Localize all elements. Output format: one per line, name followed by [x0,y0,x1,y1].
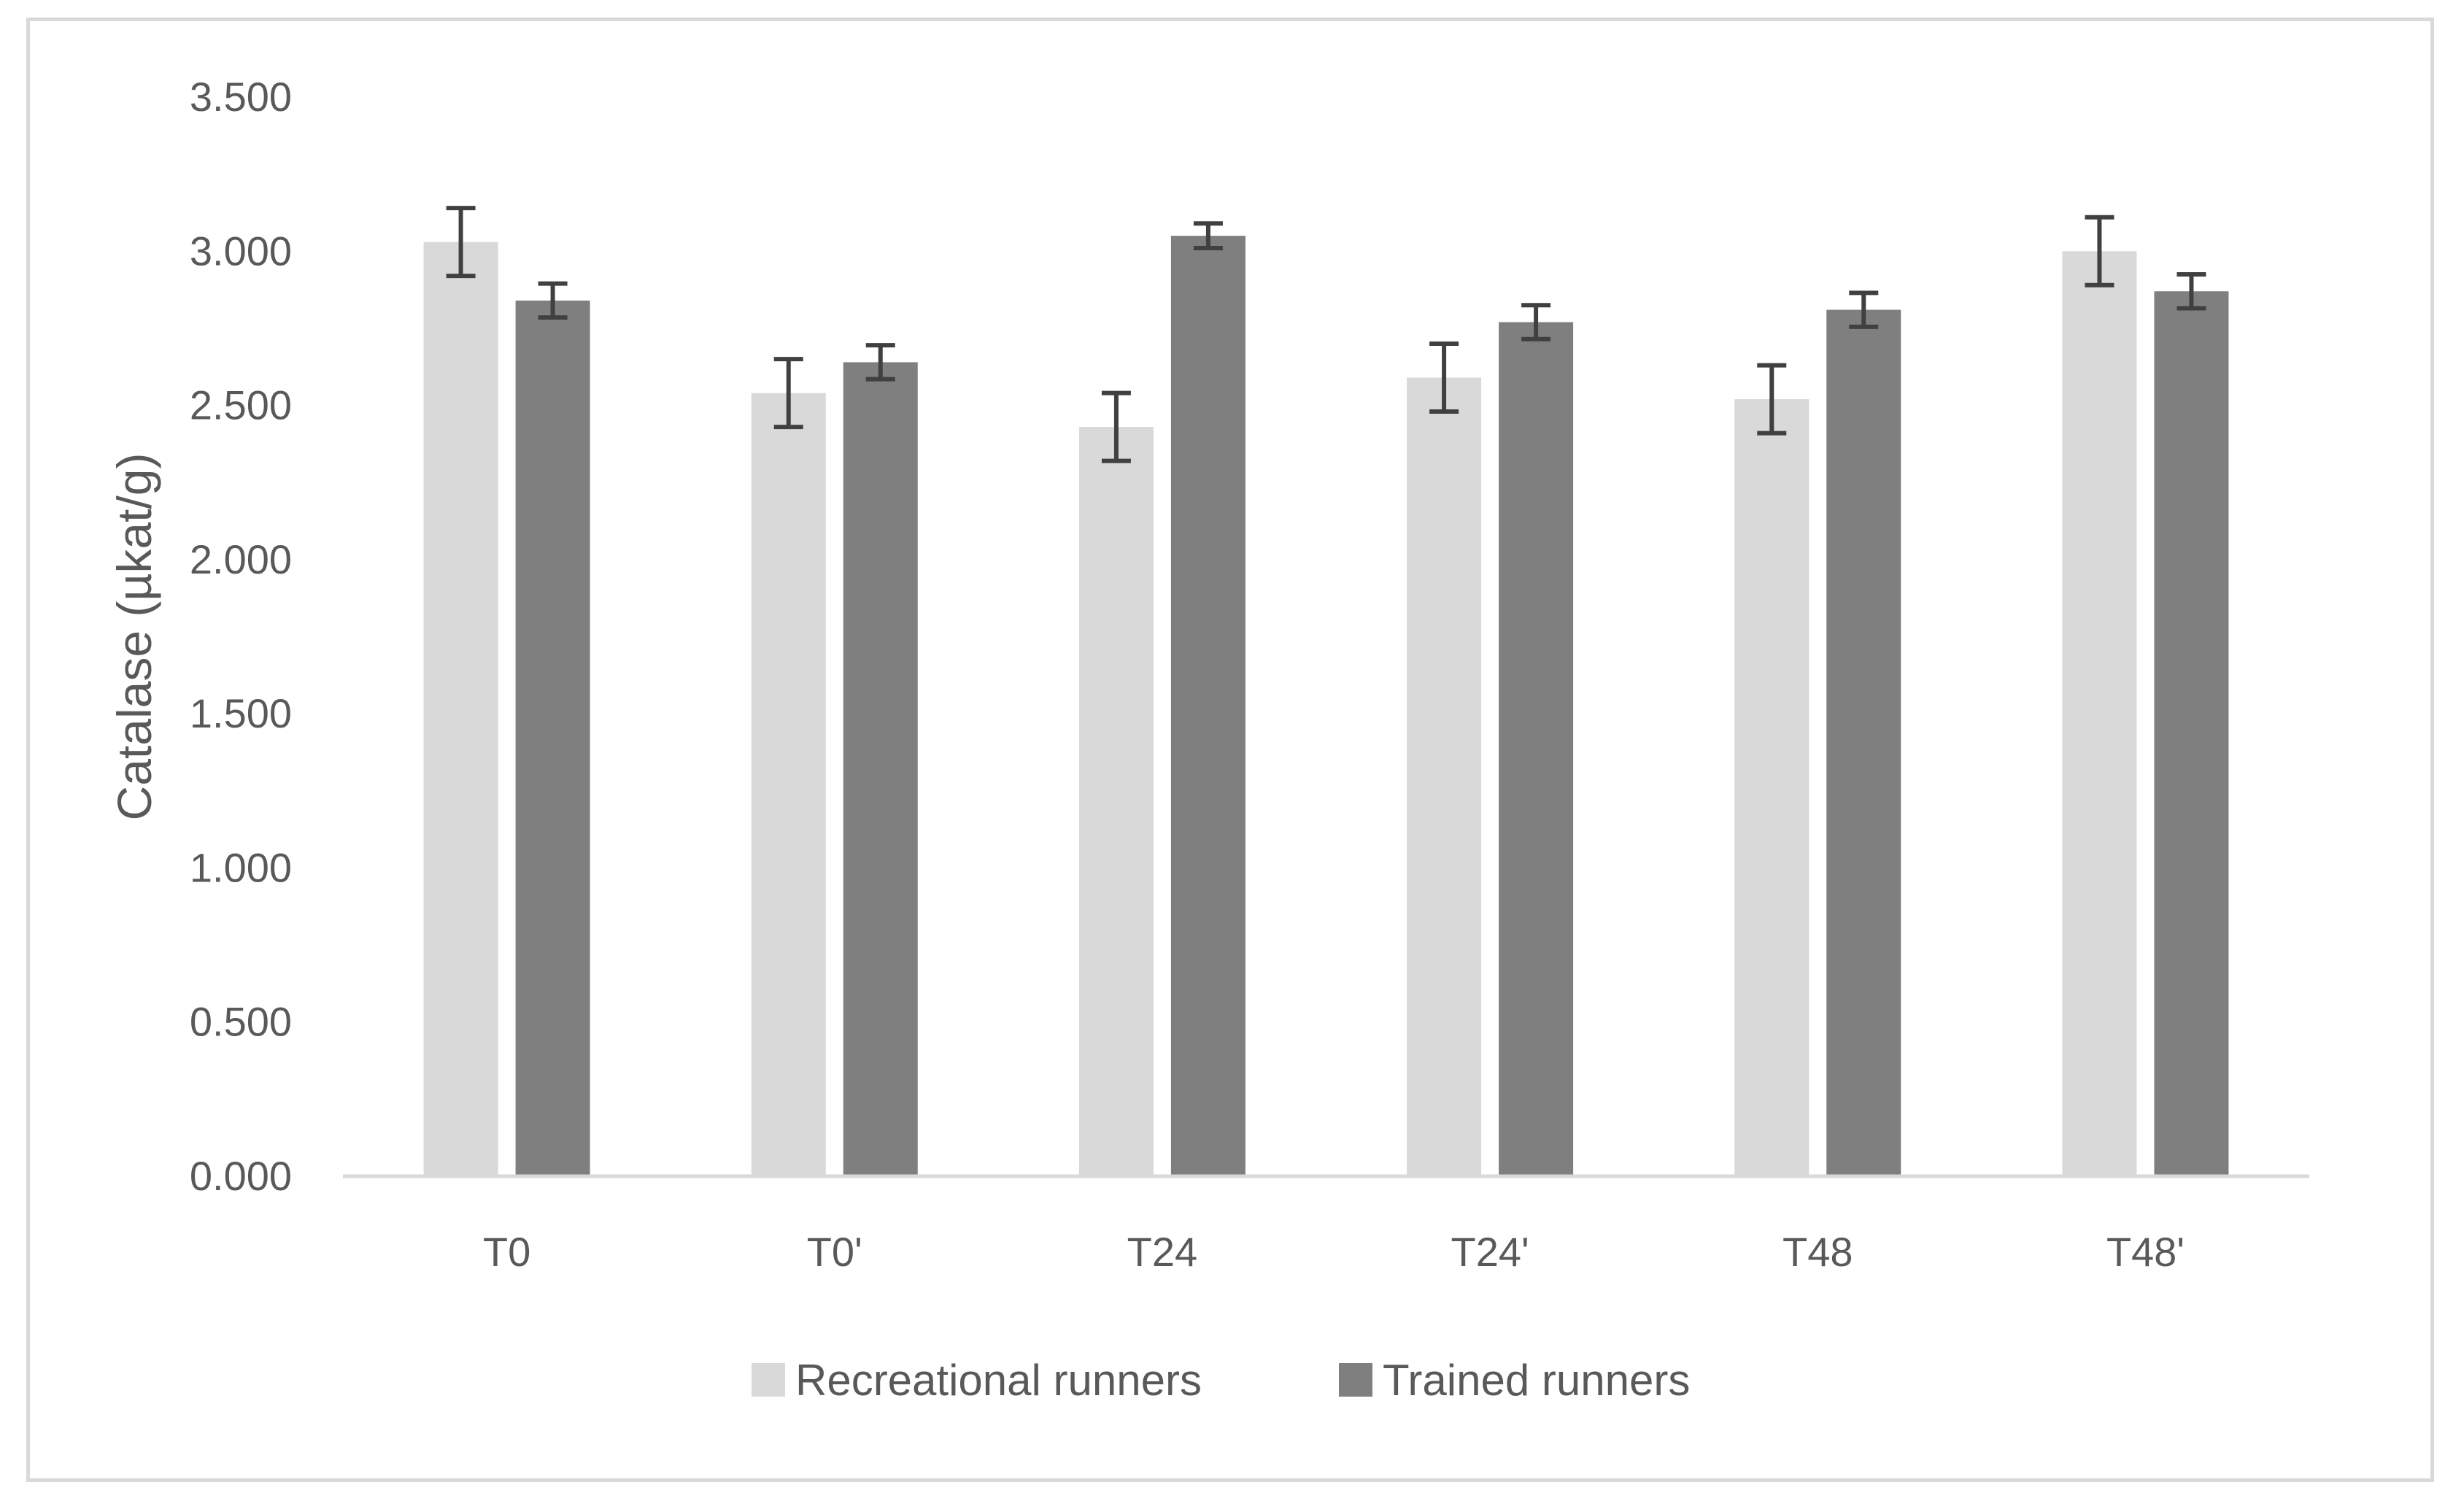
bar [2154,291,2229,1177]
bar [1499,322,1574,1176]
legend-swatch [752,1363,785,1397]
bar [751,393,826,1176]
x-tick-label: T0 [483,1229,530,1275]
error-bars [446,206,2206,463]
legend: Recreational runners Trained runners [752,1356,1690,1405]
bars [423,236,2229,1177]
x-axis-ticks: T0 T0' T24 T24' T48 T48' [483,1229,2185,1275]
bar [843,362,918,1177]
y-tick-label: 1.500 [190,690,292,736]
bar [1826,309,1901,1177]
bar [515,300,590,1176]
x-tick-label: T24 [1127,1229,1198,1275]
y-tick-label: 2.000 [190,536,292,582]
bar [423,242,498,1176]
y-tick-label: 3.500 [190,74,292,120]
y-tick-label: 0.000 [190,1153,292,1199]
legend-label: Recreational runners [795,1356,1202,1405]
x-tick-label: T24' [1451,1229,1529,1275]
y-tick-label: 3.000 [190,228,292,274]
y-tick-label: 2.500 [190,382,292,428]
bar [2062,251,2137,1177]
y-tick-label: 0.500 [190,999,292,1045]
legend-swatch [1339,1363,1372,1397]
y-axis-title: Catalase (µkat/g) [107,453,161,821]
bar [1170,236,1245,1177]
y-axis-ticks: 0.000 0.500 1.000 1.500 2.000 2.500 3.000 3.500 [190,74,292,1199]
x-tick-label: T48' [2106,1229,2185,1275]
bar [1734,399,1810,1176]
y-tick-label: 1.000 [190,844,292,890]
legend-label: Trained runners [1383,1356,1690,1405]
x-tick-label: T48 [1783,1229,1853,1275]
x-tick-label: T0' [807,1229,862,1275]
bar [1407,377,1482,1176]
bar [1078,427,1154,1177]
